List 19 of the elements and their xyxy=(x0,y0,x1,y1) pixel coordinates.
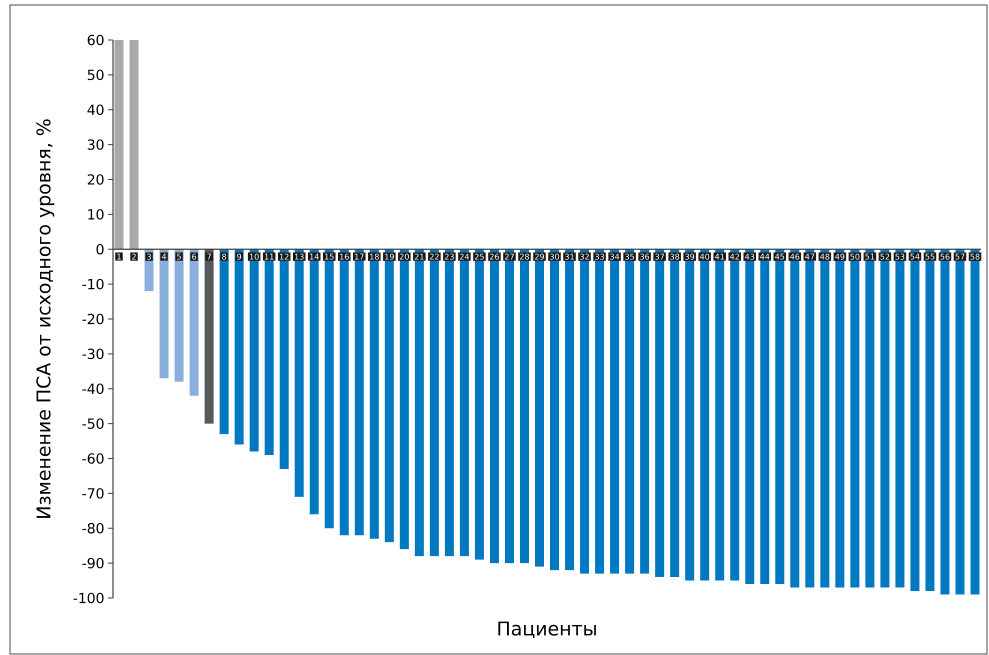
y-tick-label: -40 xyxy=(82,383,104,394)
y-tick-label: 0 xyxy=(96,244,104,255)
y-tick-label: 20 xyxy=(88,174,104,185)
y-tick-label: -100 xyxy=(74,592,104,604)
y-tick-label: 50 xyxy=(88,70,104,80)
y-tick-label: 30 xyxy=(88,139,104,150)
y-axis-title: Изменение ПСА от исходного уровня, % xyxy=(36,119,54,518)
y-tick-label: 40 xyxy=(87,104,104,116)
y-tick-label: 10 xyxy=(88,209,104,220)
y-tick-label: -70 xyxy=(82,488,104,499)
y-tick-label: -20 xyxy=(82,314,104,324)
y-tick-label: 60 xyxy=(88,34,104,46)
y-tick-label: -30 xyxy=(82,348,104,360)
y-tick-label: -60 xyxy=(82,453,104,464)
x-axis-title: Пациенты xyxy=(498,622,596,638)
y-tick-label: -80 xyxy=(82,522,104,534)
y-tick-label: -50 xyxy=(82,418,104,429)
y-tick-label: -10 xyxy=(82,278,104,290)
y-tick-label: -90 xyxy=(82,558,104,568)
